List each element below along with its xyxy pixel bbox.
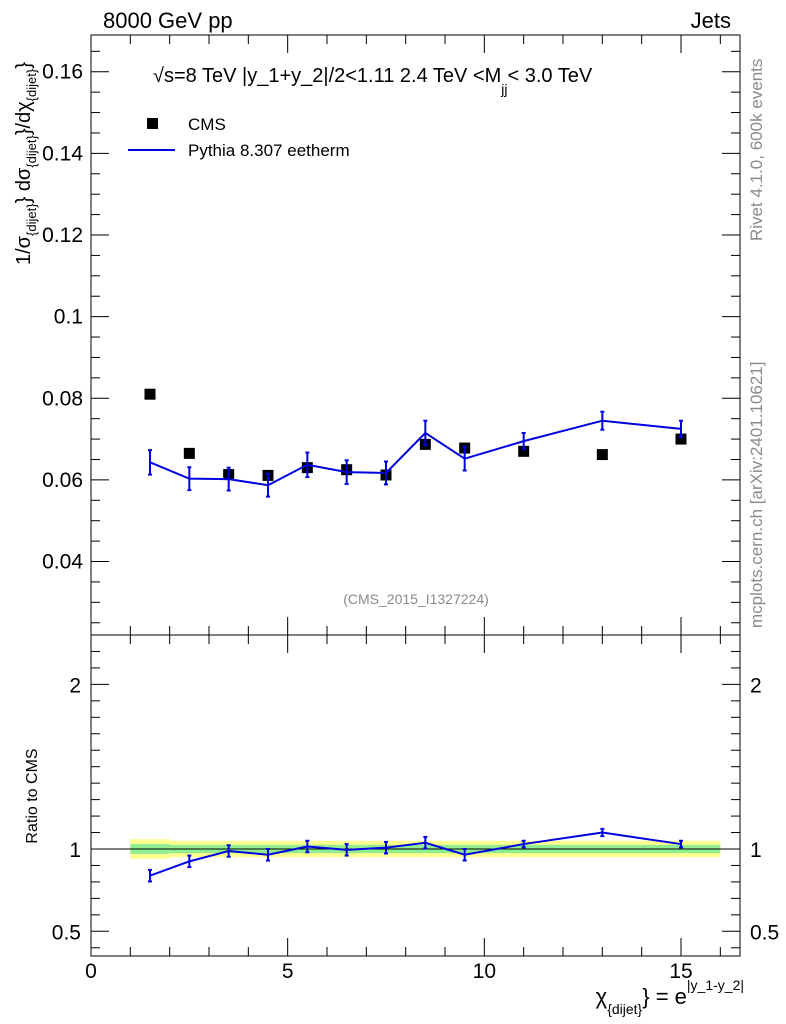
main-y-tick-label: 0.06 xyxy=(42,469,83,492)
cms-data-point xyxy=(183,447,195,459)
title-main-text: s=8 TeV |y_1+y_2|/2<1.11 2.4 TeV <M xyxy=(164,65,501,87)
x-axis-label: χ{dijet}} = e|y_1-y_2| xyxy=(596,977,744,1017)
mcplots-credit-label: mcplots.cern.ch [arXiv:2401.10621] xyxy=(747,362,766,628)
ratio-y-axis-label: Ratio to CMS xyxy=(24,748,41,843)
analysis-tag: (CMS_2015_I1327224) xyxy=(343,591,489,607)
ratio-y-tick-label-left: 2 xyxy=(69,674,81,697)
xlabel-exp: |y_1-y_2| xyxy=(687,977,744,993)
main-y-axis-label: 1/σ{dijet}} dσ{dijet}}/dχ{dijet}} xyxy=(13,62,39,265)
cms-data-point xyxy=(144,388,156,400)
header-beam-label: 8000 GeV pp xyxy=(103,8,233,33)
x-tick-label: 5 xyxy=(282,960,294,983)
ylabel-part-4: } xyxy=(13,62,35,69)
main-y-tick-label: 0.16 xyxy=(42,61,83,84)
ylabel-sub-2: {dijet} xyxy=(24,135,39,168)
ratio-y-tick-label-right: 1 xyxy=(750,839,762,862)
plot-title: √s=8 TeV |y_1+y_2|/2<1.11 2.4 TeV <Mjj< … xyxy=(153,65,593,97)
legend-marker-cms xyxy=(147,118,158,129)
legend-label-pythia: Pythia 8.307 eetherm xyxy=(188,141,350,160)
ratio-y-tick-label-left: 0.5 xyxy=(52,921,81,944)
ylabel-sub-1: {dijet} xyxy=(24,203,39,236)
x-tick-label: 0 xyxy=(85,960,97,983)
main-y-tick-label: 0.04 xyxy=(42,551,83,574)
ratio-y-tick-label-left: 1 xyxy=(69,839,81,862)
ylabel-sub-3: {dijet} xyxy=(24,68,39,101)
cms-data-point xyxy=(596,449,608,461)
xlabel-eq: } = e xyxy=(642,984,687,1009)
main-y-tick-label: 0.14 xyxy=(42,142,83,165)
xlabel-chi-sub: {dijet} xyxy=(607,1001,642,1017)
ylabel-part-3: }/dχ xyxy=(13,101,35,135)
title-subscript: jj xyxy=(500,81,507,97)
title-tail-text: < 3.0 TeV xyxy=(508,65,593,87)
ylabel-part-2: } dσ xyxy=(13,167,35,203)
cms-data-point xyxy=(518,445,530,457)
rivet-version-label: Rivet 4.1.0, 600k events xyxy=(747,59,766,241)
legend-label-cms: CMS xyxy=(188,115,226,134)
pythia-line xyxy=(149,419,682,487)
cms-data-point xyxy=(675,433,687,445)
main-y-tick-label: 0.08 xyxy=(42,387,83,410)
main-panel: 0.04 0.06 0.08 0.1 0.12 0.14 0.16 xyxy=(42,34,741,636)
ratio-y-tick-label-right: 0.5 xyxy=(750,921,779,944)
ratio-plot-frame xyxy=(90,634,741,957)
ratio-pythia-line xyxy=(149,831,682,877)
title-sqrt-symbol: √ xyxy=(153,65,164,87)
ylabel-part-1: 1/σ xyxy=(13,235,35,265)
ratio-panel: 0 5 10 15 0.5 0.5 1 1 2 2 xyxy=(52,634,779,983)
main-y-tick-label: 0.1 xyxy=(54,306,83,329)
x-tick-label: 15 xyxy=(669,960,692,983)
header-process-label: Jets xyxy=(691,8,731,33)
main-y-tick-label: 0.12 xyxy=(42,224,83,247)
x-tick-label: 10 xyxy=(473,960,496,983)
ratio-y-tick-label-right: 2 xyxy=(750,674,762,697)
xlabel-chi: χ xyxy=(596,984,608,1009)
